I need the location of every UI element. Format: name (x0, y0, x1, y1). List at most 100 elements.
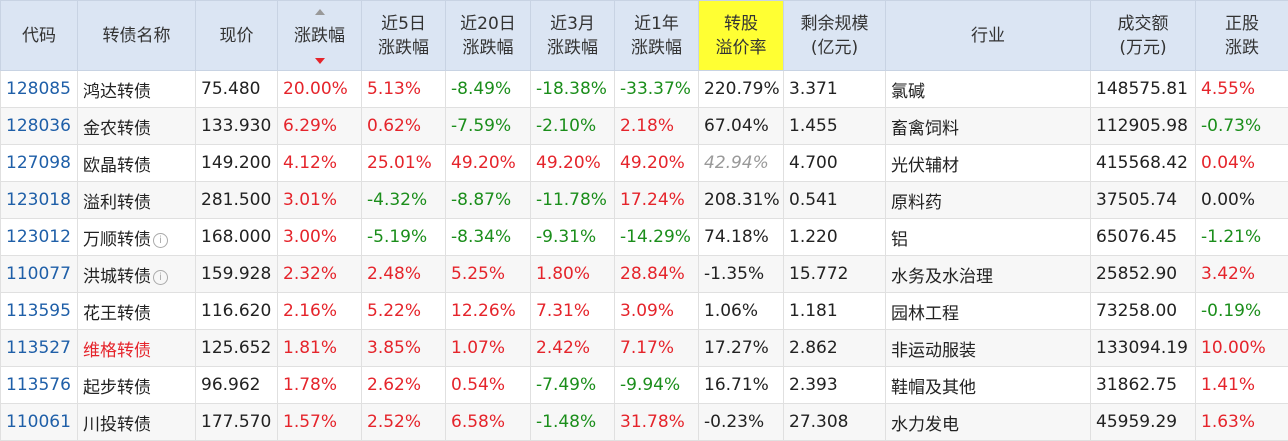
cell-text: 31862.75 (1096, 375, 1177, 395)
header-text: 行业 (971, 26, 1005, 46)
cell[interactable]: 128085 (1, 71, 78, 108)
cell: 17.24% (615, 182, 699, 219)
cell-text: -7.49% (536, 375, 596, 395)
cell: 2.62% (362, 367, 446, 404)
column-header[interactable]: 转股溢价率 (699, 1, 784, 71)
cell-text: 208.31% (704, 190, 780, 210)
cell-text: 水力发电 (891, 415, 959, 435)
column-header[interactable]: 成交额(万元) (1091, 1, 1196, 71)
cell-text: 123018 (6, 190, 71, 210)
header-text: 近20日 (460, 14, 516, 34)
cell: 水力发电 (886, 404, 1091, 441)
column-header[interactable]: 近20日涨跌幅 (446, 1, 531, 71)
column-header[interactable]: 近5日涨跌幅 (362, 1, 446, 71)
cell: 116.620 (196, 293, 278, 330)
cell[interactable]: 溢利转债 (78, 182, 196, 219)
cell-text: 6.58% (451, 412, 505, 432)
cell[interactable]: 113527 (1, 330, 78, 367)
cell[interactable]: 欧晶转债 (78, 145, 196, 182)
cell: 0.541 (784, 182, 886, 219)
header-text: 剩余规模 (801, 14, 869, 34)
column-header[interactable]: 近3月涨跌幅 (531, 1, 615, 71)
header-text: 涨跌幅 (378, 38, 429, 58)
cell[interactable]: 110077 (1, 256, 78, 293)
column-header[interactable]: 正股涨跌 (1196, 1, 1288, 71)
cell-text: 0.54% (451, 375, 505, 395)
cell-text: 17.24% (620, 190, 685, 210)
cell-text: 149.200 (201, 153, 271, 173)
column-header[interactable]: 剩余规模(亿元) (784, 1, 886, 71)
cell-text: -1.35% (704, 264, 764, 284)
column-header[interactable]: 现价 (196, 1, 278, 71)
column-header[interactable]: 代码 (1, 1, 78, 71)
cell: 水务及水治理 (886, 256, 1091, 293)
header-text: 转债名称 (103, 26, 171, 46)
cell: 159.928 (196, 256, 278, 293)
cell: 0.04% (1196, 145, 1288, 182)
cell: 4.700 (784, 145, 886, 182)
cell: -9.94% (615, 367, 699, 404)
cell-text: 水务及水治理 (891, 267, 993, 287)
cell[interactable]: 金农转债 (78, 108, 196, 145)
header-text: 成交额 (1118, 14, 1169, 34)
cell-text: 27.308 (789, 412, 848, 432)
column-header[interactable]: 转债名称 (78, 1, 196, 71)
cell-text: -9.94% (620, 375, 680, 395)
cell-text: 氯碱 (891, 82, 925, 102)
cell: 铝 (886, 219, 1091, 256)
cell-text: 116.620 (201, 301, 271, 321)
cell: 281.500 (196, 182, 278, 219)
cell: 4.55% (1196, 71, 1288, 108)
cell[interactable]: 123012 (1, 219, 78, 256)
cell: -0.19% (1196, 293, 1288, 330)
cell-text: 110061 (6, 412, 71, 432)
cell-text: -0.19% (1201, 301, 1261, 321)
cell-text: 25.01% (367, 153, 432, 173)
cell: 133094.19 (1091, 330, 1196, 367)
cell[interactable]: 127098 (1, 145, 78, 182)
cell: 415568.42 (1091, 145, 1196, 182)
cell-text: 1.41% (1201, 375, 1255, 395)
header-text: 涨跌幅 (547, 38, 598, 58)
cell-text: 4.700 (789, 153, 838, 173)
cell[interactable]: 维格转债 (78, 330, 196, 367)
cell: 133.930 (196, 108, 278, 145)
cell[interactable]: 113576 (1, 367, 78, 404)
column-header[interactable]: 行业 (886, 1, 1091, 71)
cell[interactable]: 128036 (1, 108, 78, 145)
cell-text: 128085 (6, 79, 71, 99)
info-icon[interactable]: i (153, 233, 168, 248)
cell: 208.31% (699, 182, 784, 219)
cell-text: 42.94% (704, 153, 769, 173)
column-header[interactable]: 涨跌幅 (278, 1, 362, 71)
cell-text: 1.181 (789, 301, 838, 321)
cell-text: -9.31% (536, 227, 596, 247)
cell-text: 起步转债 (83, 378, 151, 398)
cell[interactable]: 花王转债 (78, 293, 196, 330)
cell[interactable]: 110061 (1, 404, 78, 441)
cell: 2.18% (615, 108, 699, 145)
info-icon[interactable]: i (153, 270, 168, 285)
cell[interactable]: 起步转债 (78, 367, 196, 404)
cell-text: 4.55% (1201, 79, 1255, 99)
cell-text: 0.04% (1201, 153, 1255, 173)
cell: 42.94% (699, 145, 784, 182)
header-text: 涨跌 (1225, 38, 1259, 58)
cell-text: -14.29% (620, 227, 691, 247)
cell-text: 7.17% (620, 338, 674, 358)
cell-text: 159.928 (201, 264, 271, 284)
cell: -8.87% (446, 182, 531, 219)
cell[interactable]: 川投转债 (78, 404, 196, 441)
cell[interactable]: 鸿达转债 (78, 71, 196, 108)
cell: 1.57% (278, 404, 362, 441)
cell[interactable]: 123018 (1, 182, 78, 219)
cell-text: 6.29% (283, 116, 337, 136)
column-header[interactable]: 近1年涨跌幅 (615, 1, 699, 71)
cell[interactable]: 113595 (1, 293, 78, 330)
